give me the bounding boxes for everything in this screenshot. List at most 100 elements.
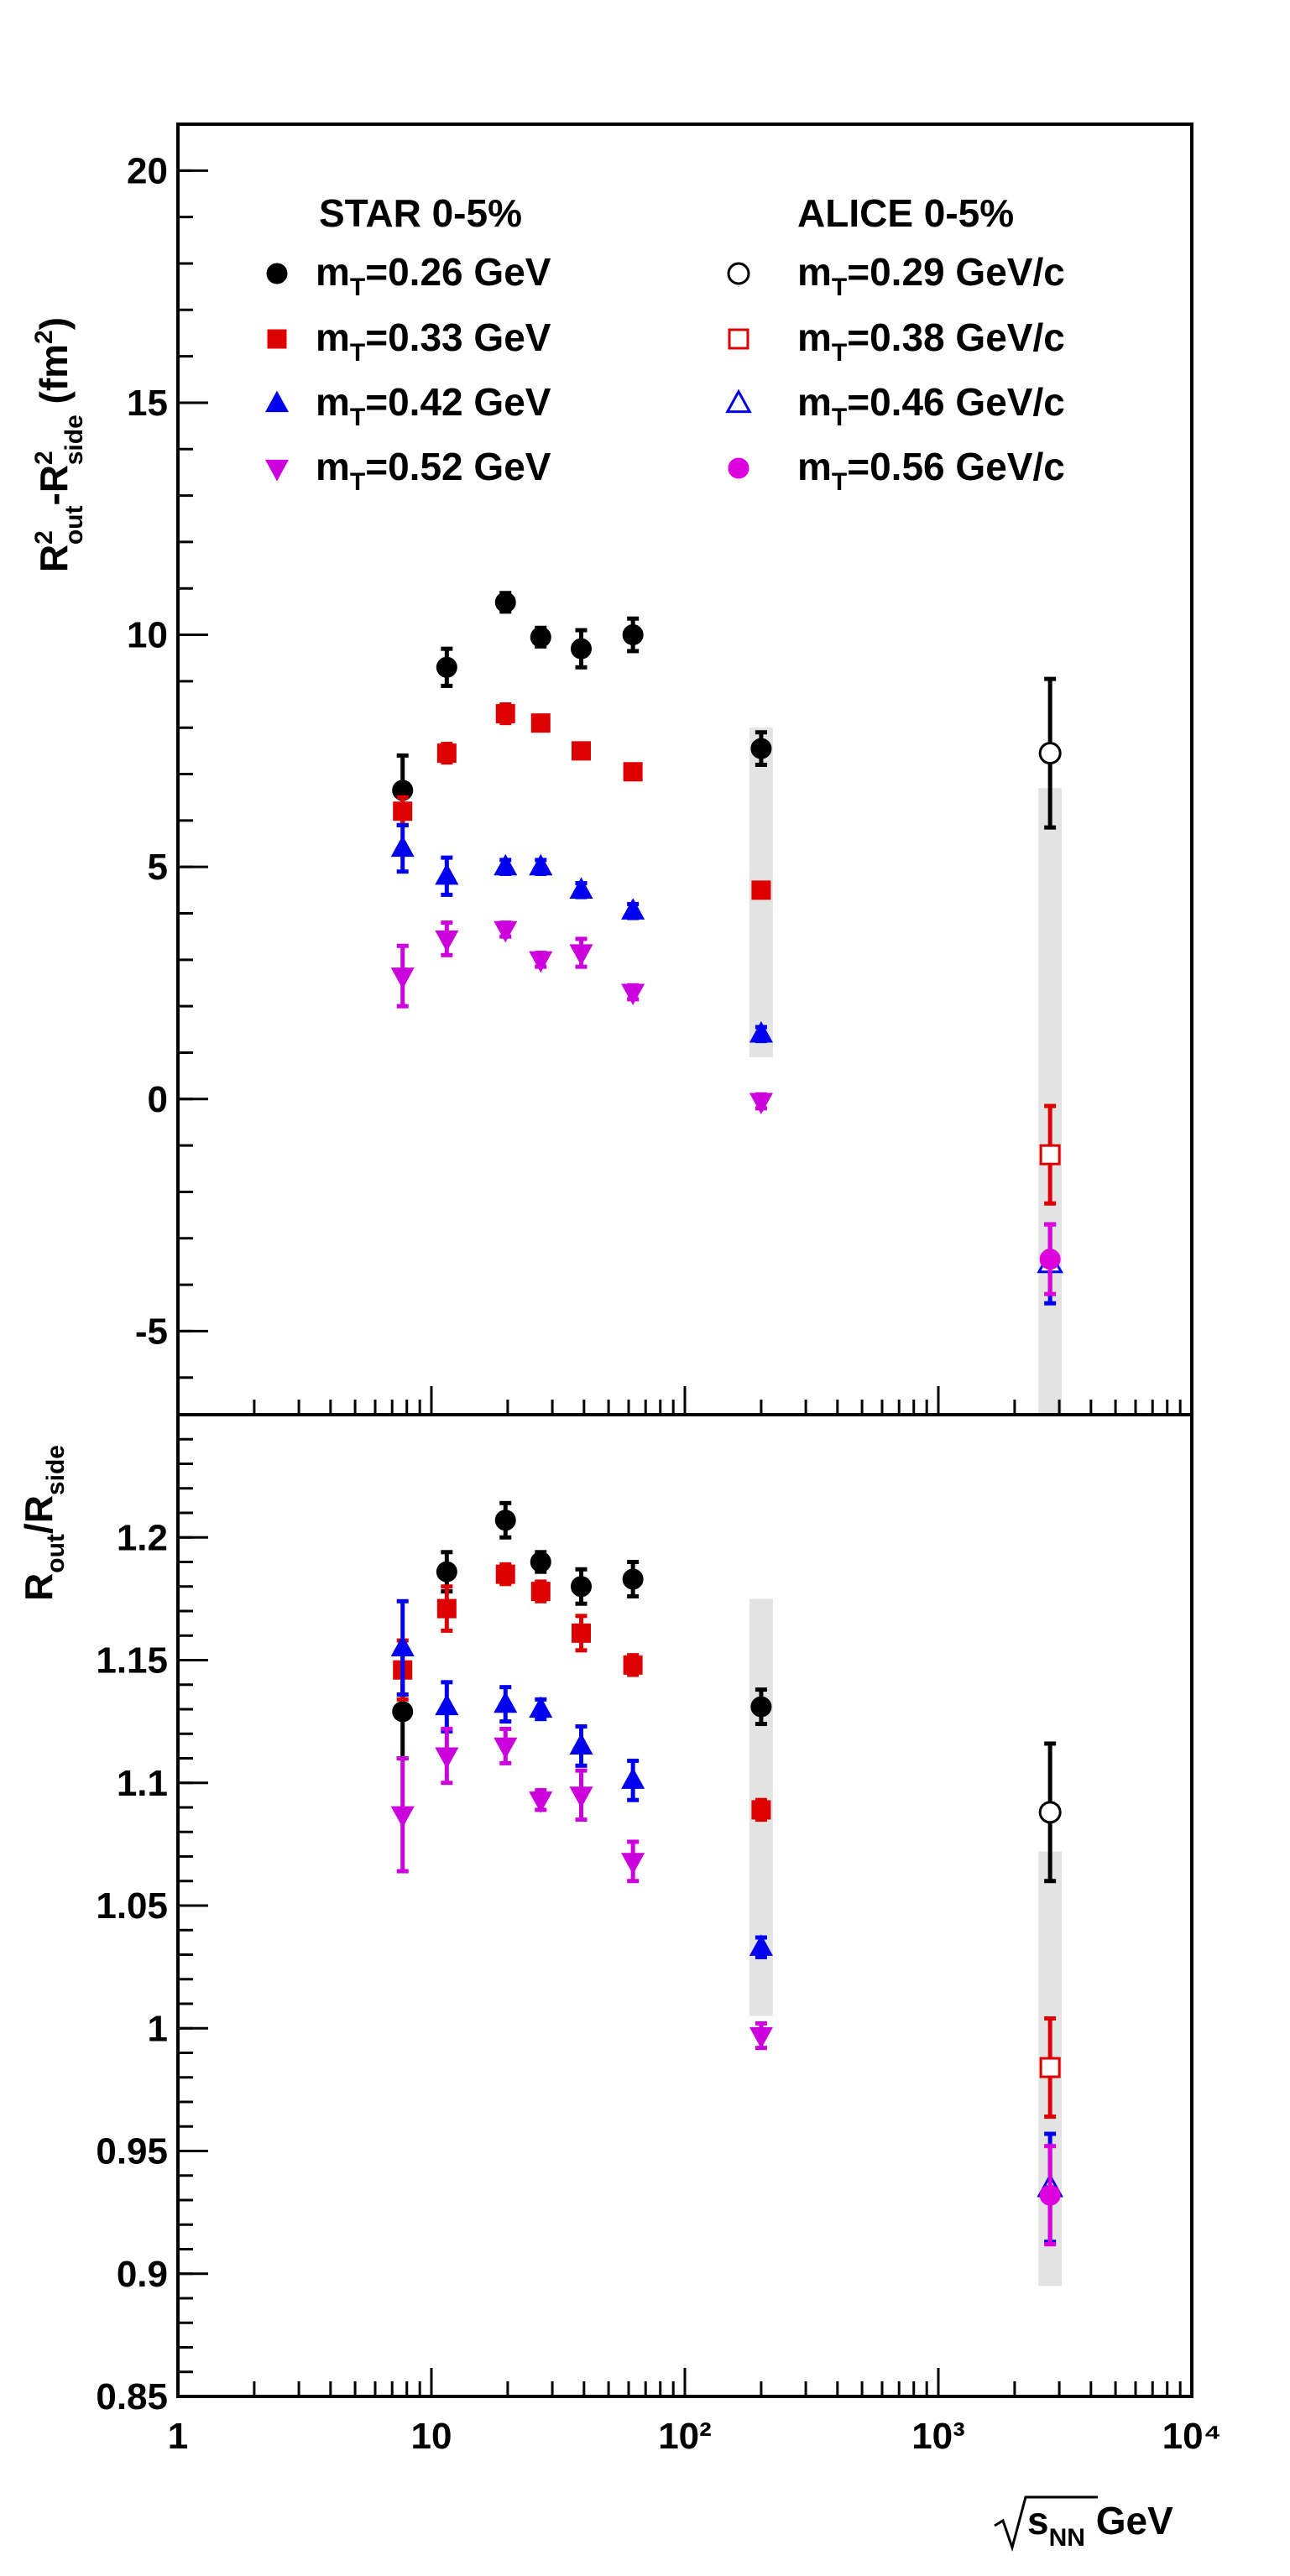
legend-marker-star_052 — [264, 459, 290, 482]
bottom-point-alice_056 — [1039, 2184, 1061, 2206]
bottom-panel: 1 10 10² 10³ 10⁴ 1.2 1.15 1.1 1.05 1 0.95 0.9 0.85 R… — [17, 1413, 1222, 2553]
bottom-point-star_033 — [495, 1564, 515, 1584]
bottom-y-tick-label: 1.05 — [96, 1885, 168, 1927]
bottom-point-star_052 — [529, 1791, 553, 1813]
bottom-point-star_026 — [392, 1701, 414, 1723]
legend-marker-star_042 — [264, 390, 290, 413]
top-y-tick-label: -5 — [135, 1311, 168, 1352]
bottom-point-star_026 — [494, 1510, 516, 1531]
bottom-y-tick-label: 1.1 — [117, 1763, 168, 1804]
top-point-star_042 — [494, 853, 518, 876]
bottom-data-points — [390, 1500, 1063, 2247]
top-point-star_052 — [390, 967, 415, 989]
bottom-point-star_042 — [529, 1696, 553, 1718]
top-point-star_026 — [622, 624, 644, 646]
top-point-star_033 — [623, 762, 643, 782]
x-tick-label: 10³ — [911, 2416, 965, 2457]
bottom-point-star_033 — [623, 1655, 643, 1675]
bottom-y-axis-title: Rout/Rside — [17, 1445, 70, 1601]
bottom-point-star_042 — [494, 1691, 518, 1713]
bottom-systematic-bands — [749, 1598, 1063, 2287]
bottom-point-star_052 — [494, 1737, 518, 1760]
legend-label-star_052: mT=0.52 GeV — [316, 445, 551, 496]
top-data-points — [390, 591, 1063, 1306]
bottom-point-star_033 — [751, 1800, 771, 1820]
legend-marker-alice_046 — [725, 388, 752, 414]
top-point-star_052 — [494, 920, 518, 943]
x-tick-label: 10⁴ — [1162, 2416, 1222, 2457]
top-point-star_042 — [749, 1020, 773, 1043]
top-point-star_033 — [751, 880, 771, 900]
top-point-star_033 — [393, 801, 413, 821]
bottom-point-star_052 — [749, 2026, 773, 2049]
bottom-point-star_052 — [569, 1786, 593, 1808]
top-y-tick-label: 0 — [148, 1079, 168, 1120]
x-axis-title-text: sNN GeV — [1027, 2499, 1173, 2552]
bottom-point-star_033 — [436, 1598, 457, 1619]
top-y-tick-label: 20 — [127, 150, 168, 191]
top-point-star_033 — [495, 704, 515, 724]
top-y-tick-label: 15 — [127, 383, 168, 424]
top-point-star_042 — [435, 863, 459, 885]
bottom-point-alice_038 — [1039, 2057, 1061, 2078]
bottom-y-tick-label: 0.9 — [117, 2254, 168, 2295]
top-point-star_026 — [436, 656, 457, 678]
legend-label-star_033: mT=0.33 GeV — [316, 315, 551, 367]
top-point-star_042 — [390, 835, 415, 858]
top-point-star_052 — [749, 1092, 773, 1115]
top-legend: STAR 0-5% ALICE 0-5% mT=0.26 GeV mT=0.33 … — [264, 191, 1065, 496]
legend-label-alice_046: mT=0.46 GeV/c — [797, 380, 1065, 431]
legend-header-alice: ALICE 0-5% — [797, 191, 1014, 235]
x-tick-label: 10 — [411, 2416, 452, 2457]
legend-marker-alice_029 — [727, 262, 750, 285]
bottom-y-tick-label: 0.95 — [96, 2131, 168, 2172]
bottom-point-star_052 — [390, 1806, 415, 1828]
top-point-star_052 — [529, 951, 553, 973]
top-axis-ticks: 20 15 10 5 0 -5 — [127, 123, 1193, 1415]
bottom-point-star_042 — [390, 1635, 415, 1656]
legend-label-star_026: mT=0.26 GeV — [316, 250, 551, 301]
top-systematic-bands — [749, 727, 1063, 1415]
bottom-point-star_026 — [622, 1568, 644, 1590]
bottom-y-tick-label: 1.15 — [96, 1640, 168, 1682]
top-panel: 20 15 10 5 0 -5 STAR 0-5% ALICE 0-5% mT=0.26 … — [30, 123, 1193, 1416]
top-point-alice_029 — [1038, 742, 1062, 765]
x-axis-title: sNN GeV — [994, 2495, 1173, 2553]
top-point-star_033 — [436, 743, 457, 764]
sqrt-sign-icon — [994, 2495, 1098, 2553]
bottom-point-star_033 — [572, 1623, 592, 1643]
top-y-tick-label: 5 — [148, 847, 168, 888]
bottom-y-tick-label: 1 — [148, 2008, 168, 2049]
legend-label-star_042: mT=0.42 GeV — [316, 380, 551, 431]
top-syst-band — [1038, 788, 1063, 1415]
top-point-star_042 — [569, 877, 593, 899]
top-y-axis-title: R2 out-R2 side (fm2) — [30, 317, 88, 572]
bottom-point-star_042 — [749, 1934, 773, 1956]
bottom-point-star_026 — [436, 1561, 457, 1583]
bottom-point-star_052 — [435, 1747, 459, 1770]
bottom-point-alice_029 — [1038, 1801, 1062, 1824]
legend-marker-star_026 — [266, 263, 288, 284]
top-point-alice_038 — [1039, 1144, 1061, 1165]
legend-label-alice_056: mT=0.56 GeV/c — [797, 445, 1065, 496]
top-point-star_026 — [571, 638, 593, 660]
legend-marker-star_033 — [267, 329, 287, 349]
top-point-alice_056 — [1039, 1249, 1061, 1270]
x-tick-label: 10² — [658, 2416, 712, 2457]
top-point-star_052 — [435, 930, 459, 952]
bottom-point-star_042 — [621, 1767, 645, 1789]
bottom-axis-ticks: 1 10 10² 10³ 10⁴ 1.2 1.15 1.1 1.05 1 0.95 0.9 0.85 — [96, 1437, 1222, 2457]
top-point-star_033 — [530, 713, 551, 733]
top-point-star_052 — [569, 944, 593, 966]
bottom-point-star_026 — [750, 1696, 772, 1718]
bottom-point-star_026 — [530, 1551, 551, 1572]
legend-marker-alice_038 — [728, 328, 749, 350]
legend-header-star: STAR 0-5% — [319, 191, 522, 235]
bottom-point-star_026 — [571, 1576, 593, 1598]
legend-marker-alice_056 — [728, 457, 749, 479]
legend-label-alice_029: mT=0.29 GeV/c — [797, 250, 1065, 301]
bottom-y-tick-label: 1.2 — [117, 1517, 168, 1558]
bottom-point-star_052 — [621, 1853, 645, 1875]
top-point-star_033 — [572, 741, 592, 761]
